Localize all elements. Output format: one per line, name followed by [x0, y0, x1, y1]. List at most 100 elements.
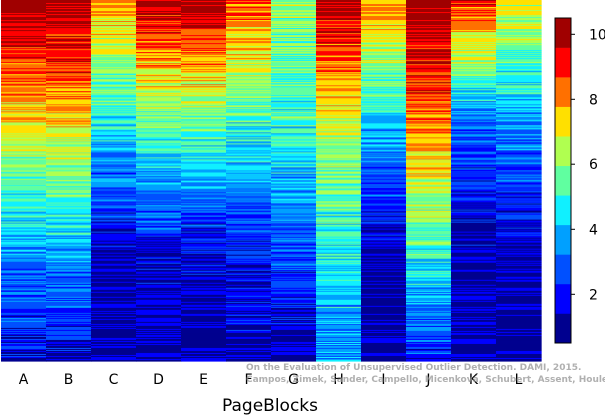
heatmap-cell — [406, 323, 452, 326]
heatmap-cell — [136, 158, 182, 161]
heatmap-cell — [451, 19, 497, 21]
heatmap-cell — [226, 250, 272, 253]
heatmap-cell — [451, 344, 497, 347]
heatmap-cell — [361, 227, 407, 230]
heatmap-cell — [136, 133, 182, 135]
heatmap-cell — [91, 245, 137, 248]
heatmap-cell — [361, 18, 407, 20]
heatmap-cell — [226, 212, 272, 215]
heatmap-cell — [136, 139, 182, 141]
heatmap-cell — [406, 6, 452, 8]
heatmap-cell — [46, 175, 92, 178]
heatmap-cell — [136, 104, 182, 106]
heatmap-cell — [91, 96, 137, 98]
heatmap-cell — [91, 54, 137, 56]
heatmap-cell — [316, 188, 362, 191]
heatmap-cell — [136, 267, 182, 270]
heatmap-cell — [316, 351, 362, 354]
heatmap-cell — [91, 74, 137, 76]
heatmap-cell — [181, 94, 227, 96]
heatmap-cell — [496, 219, 542, 222]
heatmap-cell — [451, 262, 497, 265]
heatmap-cell — [226, 325, 272, 328]
heatmap-cell — [91, 287, 137, 290]
heatmap-cell — [451, 203, 497, 206]
heatmap-cell — [316, 112, 362, 114]
heatmap-cell — [406, 47, 452, 49]
heatmap-cell — [46, 89, 92, 91]
heatmap-cell — [316, 252, 362, 255]
heatmap-cell — [316, 330, 362, 333]
heatmap-cell — [451, 155, 497, 158]
heatmap-cell — [496, 90, 542, 92]
heatmap-cell — [181, 130, 227, 132]
heatmap-cell — [1, 241, 47, 244]
heatmap-cell — [1, 290, 47, 293]
heatmap-cell — [271, 176, 317, 179]
heatmap-cell — [451, 204, 497, 207]
heatmap-cell — [181, 309, 227, 312]
heatmap-cell — [406, 157, 452, 160]
heatmap-cell — [361, 258, 407, 261]
heatmap-cell — [91, 46, 137, 48]
heatmap-cell — [406, 288, 452, 291]
heatmap-cell — [46, 155, 92, 158]
heatmap-cell — [451, 244, 497, 247]
heatmap-cell — [91, 233, 137, 236]
heatmap-cell — [361, 248, 407, 251]
heatmap-cell — [46, 193, 92, 196]
heatmap-cell — [496, 165, 542, 168]
heatmap-cell — [271, 209, 317, 212]
heatmap-cell — [46, 13, 92, 15]
heatmap-cell — [91, 134, 137, 136]
heatmap-cell — [1, 19, 47, 21]
heatmap-cell — [181, 274, 227, 277]
heatmap-cell — [181, 343, 227, 346]
heatmap-cell — [496, 125, 542, 127]
heatmap-cell — [226, 276, 272, 279]
heatmap-cell — [1, 214, 47, 217]
heatmap-cell — [91, 116, 137, 118]
heatmap-cell — [316, 246, 362, 249]
heatmap-cell — [406, 27, 452, 29]
heatmap-cell — [451, 64, 497, 66]
heatmap-cell — [316, 23, 362, 25]
heatmap-cell — [46, 180, 92, 183]
heatmap-cell — [451, 157, 497, 160]
heatmap-cell — [316, 191, 362, 194]
heatmap-cell — [361, 137, 407, 139]
heatmap-cell — [316, 69, 362, 71]
heatmap-cell — [226, 40, 272, 42]
heatmap-cell — [451, 184, 497, 187]
heatmap-cell — [361, 296, 407, 299]
heatmap-cell — [91, 263, 137, 266]
heatmap-cell — [271, 70, 317, 72]
heatmap-cell — [46, 91, 92, 93]
heatmap-cell — [136, 154, 182, 157]
heatmap-cell — [316, 286, 362, 289]
heatmap-cell — [1, 301, 47, 304]
heatmap-cell — [1, 12, 47, 14]
heatmap-cell — [136, 81, 182, 83]
heatmap-cell — [226, 278, 272, 281]
heatmap-cell — [136, 3, 182, 5]
heatmap-cell — [136, 54, 182, 56]
heatmap-cell — [136, 338, 182, 341]
heatmap-cell — [46, 231, 92, 234]
heatmap-cell — [46, 98, 92, 100]
heatmap-cell — [496, 52, 542, 54]
heatmap-cell — [91, 316, 137, 319]
heatmap-cell — [181, 28, 227, 30]
heatmap-cell — [136, 188, 182, 191]
heatmap-cell — [46, 213, 92, 216]
heatmap-cell — [271, 68, 317, 70]
heatmap-cell — [406, 291, 452, 294]
heatmap-cell — [91, 22, 137, 24]
heatmap-cell — [136, 210, 182, 213]
heatmap-cell — [136, 110, 182, 112]
heatmap-cell — [91, 71, 137, 73]
heatmap-cell — [496, 354, 542, 357]
heatmap-cell — [496, 161, 542, 164]
heatmap-cell — [181, 67, 227, 69]
heatmap-cell — [91, 127, 137, 129]
